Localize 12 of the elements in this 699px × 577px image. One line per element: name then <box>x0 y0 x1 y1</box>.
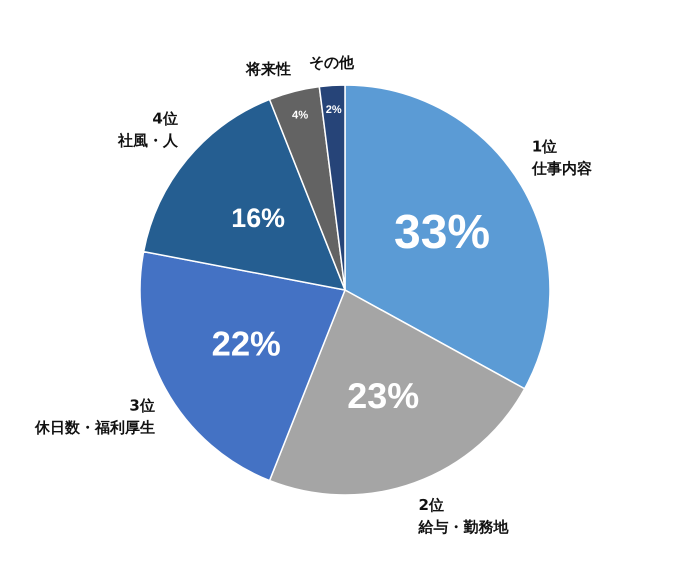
slice-label: 1位仕事内容 <box>530 138 592 178</box>
slice-label: 2位給与・勤務地 <box>418 496 510 536</box>
data-label: 23% <box>347 376 420 416</box>
data-label: 2% <box>326 104 342 116</box>
data-label: 4% <box>292 109 308 122</box>
slice-label: その他 <box>308 53 355 72</box>
data-label: 22% <box>212 325 281 364</box>
data-label: 16% <box>231 203 286 234</box>
slice-label: 3位休日数・福利厚生 <box>34 396 155 437</box>
slice-label: 4位社風・人 <box>116 110 179 150</box>
data-label: 33% <box>394 206 490 260</box>
slice-label: 将来性 <box>245 60 292 78</box>
